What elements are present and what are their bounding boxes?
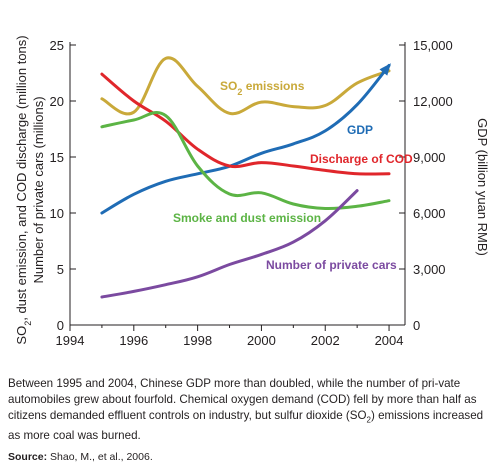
x-tick-label: 2004: [375, 333, 404, 348]
so2-series-label: SO2 emissions: [220, 79, 305, 97]
cars-series-line: [100, 189, 359, 299]
left-axis-title-line2: Number of private cars (millions): [31, 96, 46, 283]
left-tick-label: 25: [50, 38, 64, 53]
x-tick-label: 2000: [247, 333, 276, 348]
so2-series-line: [100, 56, 391, 116]
right-tick-label: 12,000: [413, 94, 453, 109]
cod-series-label: Discharge of COD: [310, 152, 413, 166]
right-axis-title: GDP (billion yuan RMB): [475, 118, 490, 256]
left-axis-title-sub: 2: [23, 321, 33, 326]
gdp-series-line: [100, 64, 391, 215]
caption-sub: 2: [366, 415, 371, 425]
x-tick-label: 1996: [119, 333, 148, 348]
axes-group: 0 5 10 15 20 25 0 3,000 6,000 9,000 12,000 15,000 19…: [50, 38, 453, 348]
line-chart: 0 5 10 15 20 25 0 3,000 6,000 9,000 12,000 15,000 19…: [14, 35, 490, 348]
left-tick-label: 10: [50, 206, 64, 221]
so2-label-rest: emissions: [242, 79, 304, 93]
right-tick-label: 9,000: [413, 150, 446, 165]
so2-label-main: SO: [220, 79, 237, 93]
left-axis-title-so: SO: [14, 326, 29, 345]
caption-main: Between 1995 and 2004, Chinese GDP more …: [8, 377, 477, 422]
source-line: Source: Shao, M., et al., 2006.: [8, 449, 490, 465]
source-label: Source:: [8, 451, 48, 464]
left-tick-label: 0: [57, 318, 64, 333]
cod-series-line: [100, 72, 391, 176]
caption-end: ) emissions increased as more coal was b…: [8, 409, 484, 443]
right-tick-label: 3,000: [413, 262, 446, 277]
series-group: [100, 56, 391, 299]
right-tick-label: 0: [413, 318, 420, 333]
source-text: Shao, M., et al., 2006.: [47, 451, 153, 464]
right-tick-label: 15,000: [413, 38, 453, 53]
left-tick-label: 15: [50, 150, 64, 165]
left-axis-title-line1: SO2, dust emission, and COD discharge (m…: [14, 35, 33, 344]
so2-label-sub: 2: [237, 87, 242, 97]
left-axis-title-rest: , dust emission, and COD discharge (mill…: [14, 35, 29, 320]
right-tick-label: 6,000: [413, 206, 446, 221]
x-tick-label: 2002: [311, 333, 340, 348]
dust-series-label: Smoke and dust emission: [173, 211, 321, 225]
cars-series-label: Number of private cars: [266, 258, 397, 272]
x-tick-label: 1998: [183, 333, 212, 348]
x-tick-label: 1994: [56, 333, 85, 348]
figure-caption: Between 1995 and 2004, Chinese GDP more …: [8, 376, 490, 465]
left-tick-label: 5: [57, 262, 64, 277]
gdp-arrowhead: [379, 63, 391, 76]
caption-text: Between 1995 and 2004, Chinese GDP more …: [8, 376, 490, 444]
gdp-series-label: GDP: [347, 123, 373, 137]
left-tick-label: 20: [50, 94, 64, 109]
